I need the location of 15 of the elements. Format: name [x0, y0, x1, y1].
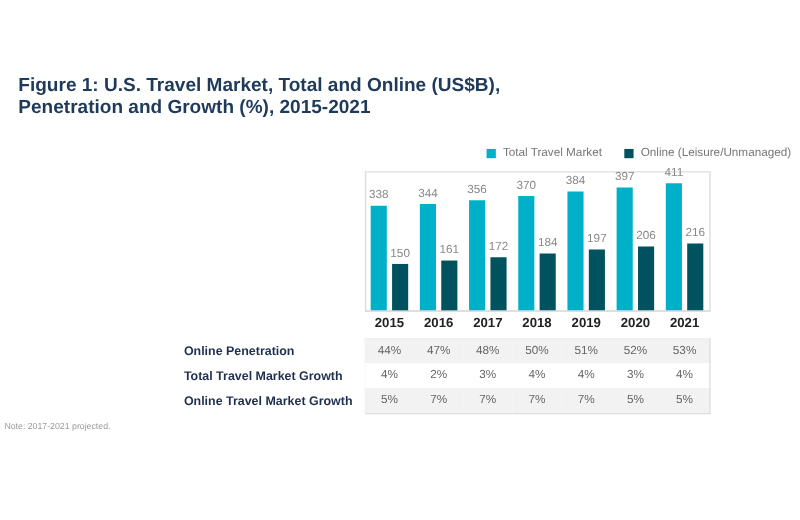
bar	[567, 191, 584, 311]
bar	[616, 187, 633, 311]
bar	[687, 243, 704, 311]
bar	[588, 249, 605, 311]
bar	[392, 263, 409, 311]
chart-title: Figure 1: U.S. Travel Market, Total and Online (US$B), Penetration and Growth (%), 2015-2021	[18, 75, 501, 120]
bar	[441, 260, 458, 311]
bar	[370, 205, 387, 311]
bar	[518, 195, 535, 311]
bar	[490, 257, 507, 311]
bar	[665, 183, 682, 311]
bar	[469, 200, 486, 311]
bar	[419, 203, 436, 311]
bar	[638, 246, 655, 311]
bar	[539, 253, 556, 311]
